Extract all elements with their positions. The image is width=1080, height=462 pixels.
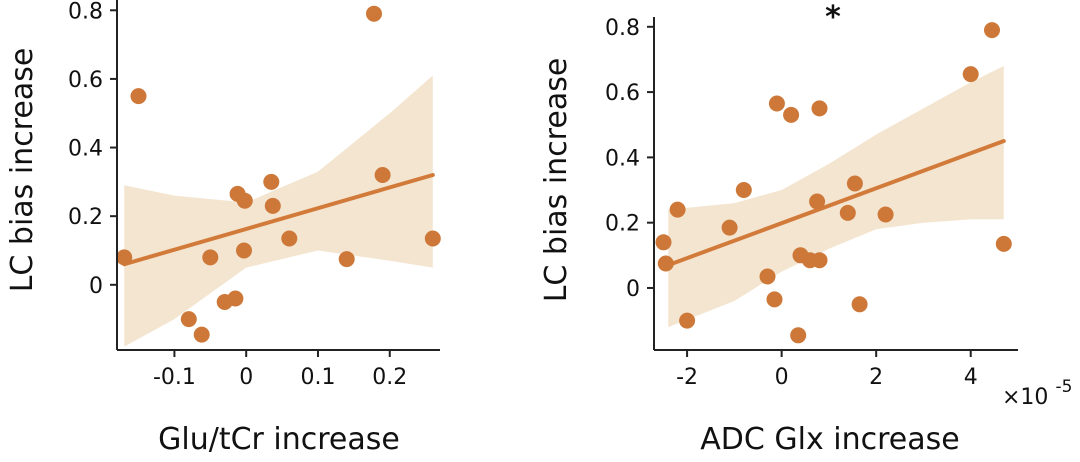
- y-tick-label: 0: [89, 274, 103, 299]
- data-point: [995, 235, 1012, 252]
- x-tick-label: 0: [775, 365, 789, 390]
- data-point: [374, 167, 391, 183]
- regression-line: [666, 139, 1006, 268]
- data-point: [783, 106, 800, 123]
- data-point: [281, 230, 298, 247]
- data-point: [766, 291, 783, 308]
- data-point: [846, 175, 863, 192]
- data-point: [811, 100, 828, 117]
- ticks-group: -2 0 2 4 0 0.2 0.4 0.6 0.8: [605, 16, 978, 390]
- fit-line-group: [666, 139, 1006, 268]
- data-point: [116, 249, 133, 266]
- data-point: [811, 252, 828, 269]
- y-tick-label: 0.8: [605, 16, 640, 41]
- x-tick-label: 2: [869, 365, 883, 390]
- data-point: [759, 268, 776, 285]
- x-tick-label: 0.2: [372, 365, 407, 390]
- data-point: [735, 182, 752, 198]
- y-axis-label: LC bias increase: [5, 48, 40, 293]
- y-tick-label: 0.2: [68, 205, 103, 230]
- data-point: [962, 66, 979, 83]
- data-point: [984, 22, 1000, 39]
- y-tick-label: 0.4: [605, 146, 640, 171]
- data-point: [227, 290, 244, 307]
- y-axis-label: LC bias increase: [539, 58, 574, 303]
- data-point: [202, 249, 219, 266]
- y-tick-label: 0.4: [68, 137, 103, 162]
- confidence-band: [668, 66, 1004, 328]
- data-point: [655, 234, 672, 251]
- x-tick-label: 0.1: [300, 365, 335, 390]
- chart-panel-glu-tcr: -0.1 0 0.1 0.2 0 0.2 0.4 0.6 0.8 Glu/tCr increas…: [5, 0, 441, 457]
- data-point: [180, 311, 197, 328]
- y-tick-label: 0.6: [68, 68, 103, 93]
- x-axis-multiplier-exponent: -5: [1055, 377, 1072, 397]
- x-axis-multiplier-base: ×10: [1002, 385, 1048, 410]
- data-point: [809, 193, 826, 210]
- significance-annotation: *: [825, 0, 841, 35]
- x-tick-label: -2: [676, 365, 698, 390]
- chart-panel-adc-glx: -2 0 2 4 0 0.2 0.4 0.6 0.8 ADC Glx increase LC b…: [539, 0, 1072, 457]
- x-tick-label: -0.1: [153, 365, 196, 390]
- points-group: [116, 5, 441, 343]
- x-axis-label: Glu/tCr increase: [158, 422, 400, 457]
- y-tick-label: 0.6: [605, 81, 640, 106]
- data-point: [768, 95, 785, 112]
- data-point: [366, 5, 382, 22]
- data-point: [236, 192, 253, 209]
- data-point: [263, 173, 280, 190]
- x-axis-label: ADC Glx increase: [700, 422, 959, 457]
- y-tick-label: 0.2: [605, 212, 640, 237]
- x-tick-label: 4: [964, 365, 978, 390]
- data-point: [424, 230, 441, 247]
- data-point: [236, 242, 252, 259]
- data-point: [130, 88, 147, 105]
- data-point: [790, 327, 807, 344]
- axes-group: [116, 0, 440, 351]
- data-point: [669, 201, 686, 218]
- y-tick-label: 0: [626, 277, 640, 302]
- data-point: [877, 206, 894, 223]
- data-point: [193, 326, 210, 343]
- ticks-group: -0.1 0 0.1 0.2 0 0.2 0.4 0.6 0.8: [68, 0, 407, 390]
- points-group: [655, 22, 1012, 344]
- data-point: [721, 219, 738, 236]
- y-tick-label: 0.8: [68, 0, 103, 24]
- data-point: [264, 197, 281, 214]
- x-axis-multiplier: ×10 -5: [1002, 377, 1072, 410]
- confidence-band-group: [668, 66, 1004, 328]
- data-point: [657, 255, 674, 272]
- axes-group: [653, 17, 1018, 351]
- data-point: [839, 204, 856, 221]
- data-point: [338, 251, 355, 268]
- data-point: [851, 296, 868, 313]
- x-tick-label: 0: [239, 365, 253, 390]
- data-point: [679, 312, 696, 329]
- fit-line-group: [122, 173, 435, 267]
- regression-line: [122, 173, 435, 267]
